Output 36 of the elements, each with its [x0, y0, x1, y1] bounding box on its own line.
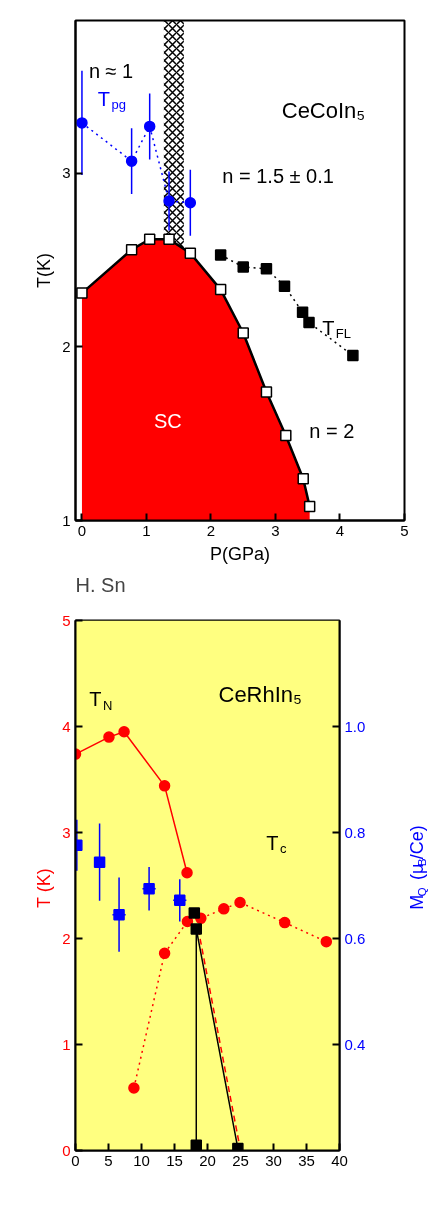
x-tick-label: 5 [104, 1151, 113, 1169]
x-tick-label: 10 [133, 1151, 150, 1169]
x-tick-label: 1 [142, 521, 151, 539]
x-tick-label: 40 [331, 1151, 348, 1169]
annotation: n = 2 [309, 419, 355, 442]
annotation: n ≈ 1 [88, 59, 134, 82]
text: CeCoIn₅ [281, 98, 366, 123]
x-tick-label: 30 [265, 1151, 282, 1169]
y2-tick-label: 0.4 [344, 1035, 366, 1053]
x-tick-label: 20 [199, 1151, 216, 1169]
text: CeRhIn₅ [218, 682, 302, 708]
annotation: SC [154, 409, 182, 432]
x-tick-label: 2 [206, 521, 216, 539]
x-tick-label: 25 [232, 1151, 249, 1169]
y-tick-label: 2 [62, 337, 71, 355]
y-axis-title: T(K) [34, 252, 55, 288]
y2-axis-title: MQ (μB/Ce) [406, 825, 429, 910]
x-tick-label: 35 [298, 1151, 315, 1169]
text: H. Sn [75, 573, 126, 596]
y-tick-label: 3 [62, 164, 71, 182]
y-tick-label: 1 [62, 1035, 71, 1053]
y-tick-label: 2 [62, 929, 71, 947]
x-axis-title: P(GPa) [209, 543, 271, 564]
y2-tick-label: 0.6 [344, 929, 366, 947]
x-tick-label: 15 [166, 1151, 183, 1169]
y-tick-label: 5 [62, 611, 71, 629]
annotation: n = 1.5 ± 0.1 [222, 164, 334, 187]
x-tick-label: 0 [77, 521, 87, 539]
x-tick-label: 3 [271, 521, 280, 539]
y-tick-label: 3 [62, 823, 71, 841]
x-tick-label: 4 [335, 521, 345, 539]
y2-tick-label: 0.8 [344, 823, 366, 841]
y2-tick-label: 1.0 [344, 717, 366, 735]
y-axis-title: T (K) [34, 868, 55, 908]
x-tick-label: 5 [400, 521, 409, 539]
y-tick-label: 4 [62, 717, 71, 735]
